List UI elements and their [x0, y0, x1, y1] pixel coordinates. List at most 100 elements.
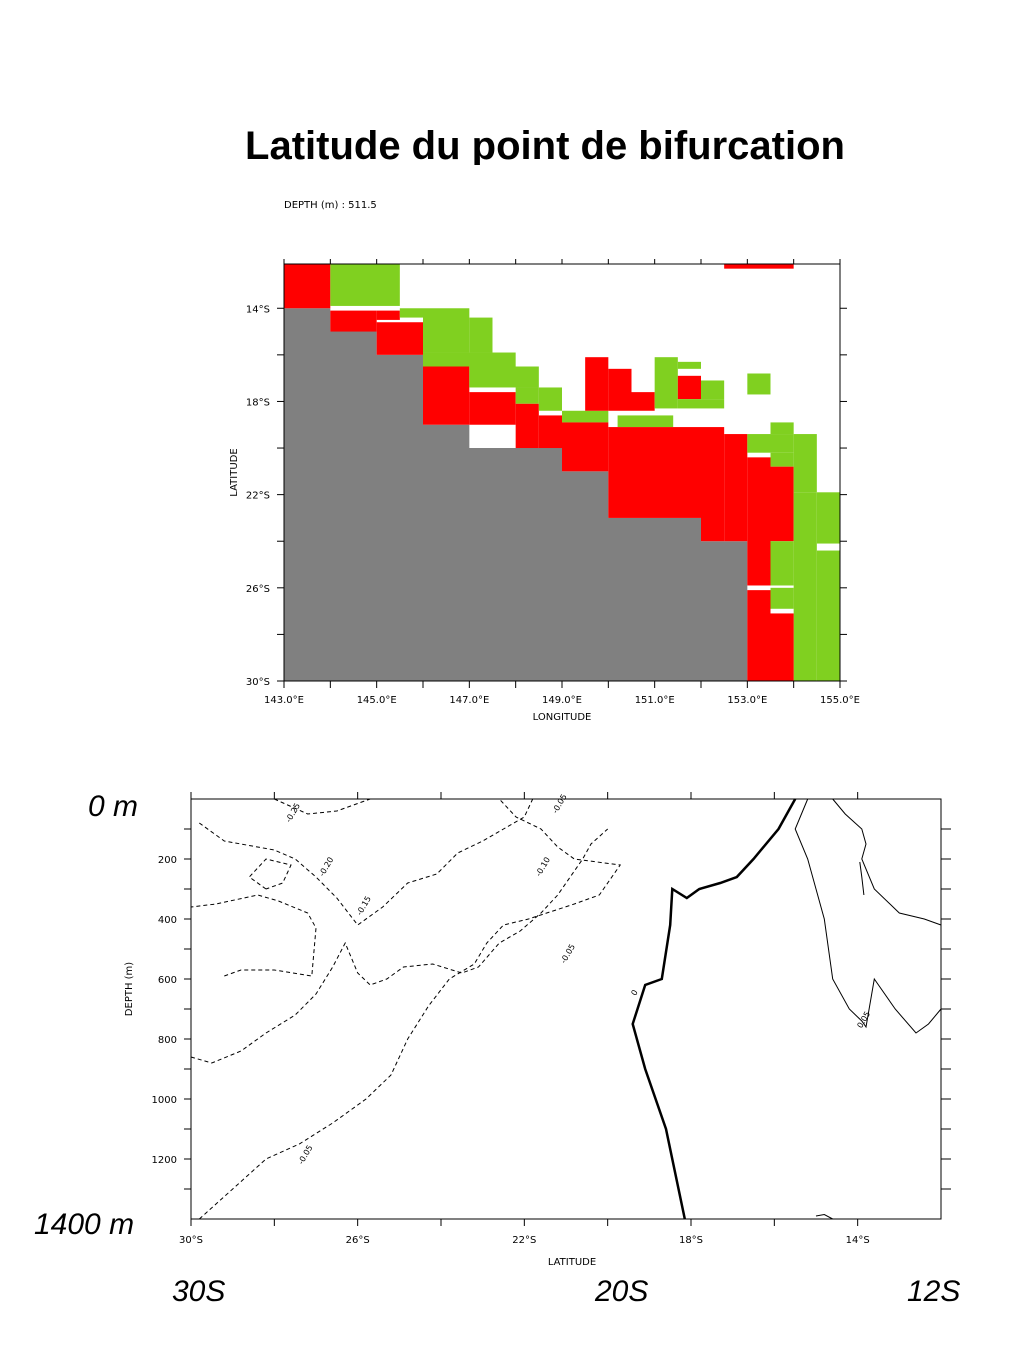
green-cell [770, 541, 794, 586]
y-tick-label: 1000 [152, 1095, 177, 1106]
lat-left-label: 30S [172, 1275, 226, 1308]
green-cell [816, 550, 840, 681]
green-cell [793, 434, 817, 493]
positive-contour-line [794, 798, 942, 1034]
y-tick-label: 18°S [246, 397, 270, 408]
green-cell [423, 352, 516, 367]
red-cell [538, 415, 562, 449]
green-cell [330, 264, 400, 306]
bifurcation-map-chart: 143.0°E 145.0°E 147.0°E 149.0°E 151.0°E 153.0… [229, 200, 860, 723]
green-cell [423, 308, 470, 353]
contour-label: 0.05 [855, 1010, 872, 1030]
y-axis-label: LATITUDE [229, 448, 240, 496]
positive-contour-line [815, 1213, 833, 1220]
x-tick-label: 22°S [512, 1235, 536, 1246]
red-cell [562, 422, 609, 472]
red-cell [724, 264, 794, 269]
x-axis-label: LONGITUDE [533, 712, 592, 723]
red-cell [585, 357, 609, 411]
red-cell [423, 366, 470, 425]
lat-right-label: 12S [907, 1275, 961, 1308]
red-cell [724, 434, 748, 542]
red-cell [284, 264, 331, 309]
green-cell [399, 308, 423, 318]
positive-contour-line [859, 861, 865, 896]
negative-contour-line [199, 798, 534, 926]
contour-label: -0.20 [317, 856, 335, 878]
y-tick-label: 26°S [246, 584, 270, 595]
x-axis-label: LATITUDE [548, 1257, 596, 1268]
green-cell [617, 415, 674, 428]
green-cell [701, 380, 725, 400]
negative-contour-line [190, 828, 609, 1064]
green-cell [747, 434, 794, 453]
green-cell [654, 357, 678, 409]
x-tick-label: 155.0°E [820, 695, 860, 706]
contour-label: -0.05 [559, 943, 577, 965]
contour-label: -0.05 [296, 1144, 314, 1166]
red-cell [631, 392, 655, 411]
red-cell [701, 427, 725, 542]
title-mask [150, 165, 950, 179]
x-tick-label: 143.0°E [264, 695, 304, 706]
red-cell [747, 590, 771, 681]
red-cell [770, 466, 794, 542]
slide-title: Latitude du point de bifurcation [245, 124, 845, 168]
green-cell [469, 366, 539, 388]
y-axis-label: DEPTH (m) [124, 962, 135, 1016]
x-tick-label: 153.0°E [727, 695, 767, 706]
red-cell [677, 375, 701, 400]
depth-top-label: 0 m [88, 790, 139, 823]
x-tick-label: 147.0°E [449, 695, 489, 706]
x-tick-label: 30°S [179, 1235, 203, 1246]
contour-label: -0.05 [551, 793, 569, 815]
x-tick-label: 149.0°E [542, 695, 582, 706]
red-cell [608, 368, 632, 411]
y-tick-label: 200 [158, 855, 177, 866]
green-cell [562, 410, 609, 423]
green-cell [677, 361, 701, 369]
green-cell [793, 492, 817, 681]
red-cell [608, 427, 701, 518]
x-tick-label: 145.0°E [357, 695, 397, 706]
red-cell [770, 613, 794, 681]
red-cell [330, 310, 377, 332]
negative-contour-line [248, 858, 292, 890]
y-tick-label: 400 [158, 915, 177, 926]
zero-contour-line [631, 798, 797, 1220]
chart-subtitle: DEPTH (m) : 511.5 [284, 200, 377, 211]
contour-label: -0.10 [534, 856, 552, 878]
green-cell [515, 387, 539, 404]
green-cell [538, 387, 562, 411]
green-cell [770, 422, 794, 435]
red-cell [515, 403, 539, 449]
negative-contour-line [274, 798, 371, 815]
contour-label: 0 [629, 988, 639, 997]
depth-bottom-label: 1400 m [34, 1208, 135, 1241]
red-cell [376, 310, 400, 320]
y-tick-label: 1200 [152, 1155, 177, 1166]
lat-mid-label: 20S [595, 1275, 649, 1308]
red-cell [376, 322, 423, 355]
x-tick-label: 18°S [679, 1235, 703, 1246]
contour-label: -0.15 [355, 895, 373, 917]
positive-contour-line [832, 798, 942, 926]
x-tick-label: 14°S [846, 1235, 870, 1246]
y-tick-label: 30°S [246, 677, 270, 688]
green-cell [747, 373, 771, 395]
green-cell [677, 399, 725, 409]
red-cell [469, 392, 516, 425]
contour-label: -0.25 [284, 802, 302, 824]
green-cell [816, 492, 840, 544]
y-tick-label: 800 [158, 1035, 177, 1046]
y-tick-label: 14°S [246, 304, 270, 315]
x-tick-label: 151.0°E [635, 695, 675, 706]
red-cell [747, 457, 771, 586]
x-tick-label: 26°S [346, 1235, 370, 1246]
negative-contour-line [190, 894, 317, 977]
y-tick-label: 22°S [246, 491, 270, 502]
green-cell [770, 587, 794, 609]
green-cell [469, 317, 493, 353]
negative-contour-line [198, 798, 622, 1220]
